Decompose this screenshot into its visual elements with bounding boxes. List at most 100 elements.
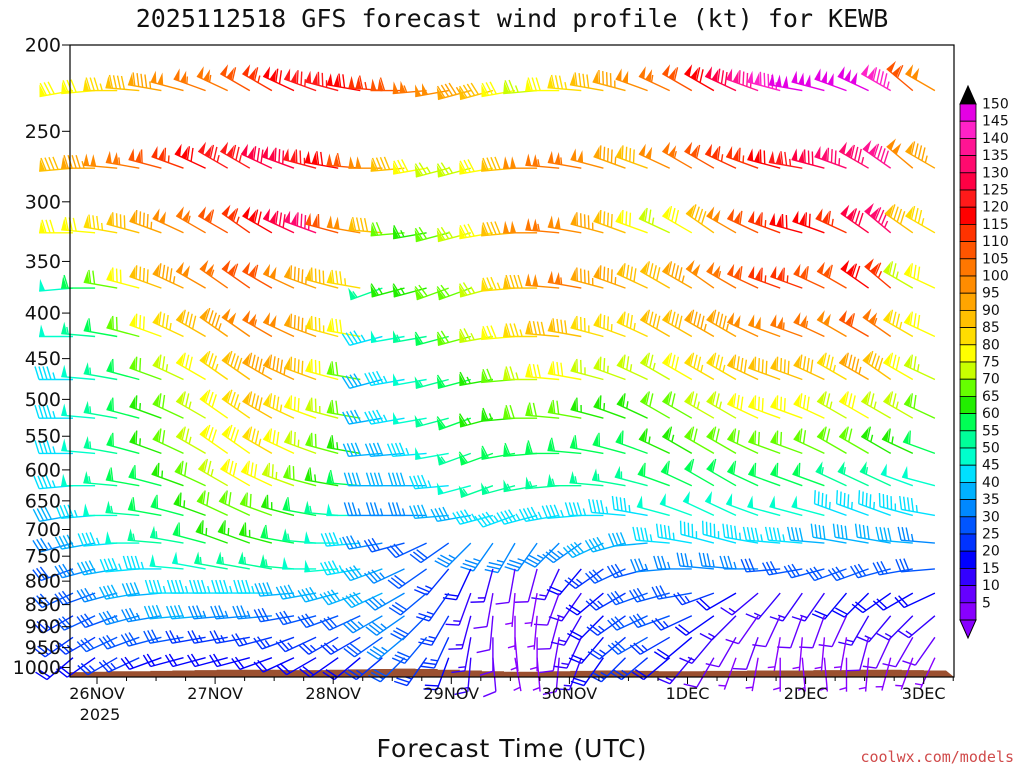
barb-pennant — [239, 523, 245, 536]
barb-pennant — [481, 159, 488, 172]
barb-full — [318, 360, 321, 375]
barb-full — [310, 432, 313, 447]
barb-full — [481, 445, 490, 459]
wind-barb — [769, 495, 803, 517]
barb-full — [632, 149, 635, 164]
barb-staff — [593, 367, 626, 381]
barb-pennant — [817, 353, 825, 366]
barb-full — [556, 688, 570, 691]
wind-barb — [152, 393, 184, 419]
barb-full — [364, 443, 372, 457]
barb-full — [335, 318, 339, 333]
barb-full — [888, 391, 894, 405]
barb-full — [805, 569, 816, 581]
barb-full — [776, 356, 779, 371]
barb-staff — [175, 215, 206, 234]
barb-full — [902, 660, 916, 666]
wind-barb — [748, 265, 781, 289]
barb-pennant — [640, 310, 648, 323]
barb-pennant — [196, 491, 204, 504]
barb-full — [895, 558, 902, 573]
wind-barb — [899, 495, 936, 517]
barb-full — [322, 270, 325, 285]
barb-half — [471, 513, 477, 521]
barb-full — [102, 636, 112, 648]
barb-full — [779, 396, 783, 411]
barb-full — [811, 613, 825, 620]
barb-full — [225, 458, 231, 473]
wind-barb — [706, 426, 737, 455]
y-tick-label-700: 700 — [25, 519, 61, 541]
wind-barb — [188, 605, 228, 620]
barb-staff — [525, 375, 560, 381]
wind-barb — [793, 312, 825, 338]
barb-staff — [724, 536, 759, 544]
barb-full — [700, 315, 705, 330]
wind-barb — [305, 432, 339, 455]
barb-pennant — [754, 150, 760, 163]
barb-full — [436, 85, 446, 98]
colorbar-swatch — [959, 172, 977, 191]
barb-staff — [221, 398, 251, 419]
barb-half — [745, 686, 753, 689]
barb-half — [236, 402, 241, 410]
wind-barb — [725, 493, 759, 517]
wind-barb — [152, 208, 184, 234]
barb-half — [891, 436, 894, 444]
wind-barb — [591, 468, 626, 487]
barb-half — [110, 662, 117, 670]
wind-barb — [564, 502, 604, 517]
barb-full — [644, 428, 648, 443]
barb-full — [888, 261, 894, 275]
barb-staff — [151, 155, 184, 169]
barb-full — [484, 568, 499, 574]
barb-staff — [149, 565, 184, 570]
barb-full — [857, 563, 867, 577]
barb-half — [648, 436, 651, 444]
barb-full — [606, 212, 610, 227]
wind-barb — [706, 261, 737, 289]
barb-full — [674, 626, 687, 636]
barb-pennant — [263, 208, 271, 221]
barb-full — [208, 391, 214, 406]
barb-full — [102, 585, 111, 599]
barb-full — [417, 504, 424, 518]
barb-full — [718, 313, 724, 328]
wind-barb — [629, 636, 671, 655]
wind-barb — [875, 657, 892, 691]
barb-full — [319, 619, 331, 631]
barb-pennant — [805, 74, 811, 87]
barb-pennant — [152, 355, 160, 368]
barb-full — [89, 532, 96, 546]
barb-full — [327, 616, 338, 628]
barb-staff — [840, 212, 870, 234]
barb-full — [777, 646, 791, 649]
barb-pennant — [129, 314, 136, 327]
colorbar-swatch — [959, 481, 977, 500]
barb-full — [397, 159, 405, 173]
barb-full — [392, 283, 402, 296]
barb-full — [757, 358, 760, 372]
credit-text[interactable]: coolwx.com/models — [860, 748, 1014, 766]
barb-full — [779, 431, 783, 446]
barb-pennant — [892, 65, 902, 78]
wind-barb — [34, 366, 73, 381]
barb-full — [253, 209, 259, 223]
wind-barb — [61, 274, 96, 289]
barb-staff — [637, 473, 670, 487]
wind-barb — [242, 426, 273, 455]
barb-pennant — [821, 148, 828, 162]
barb-full — [636, 587, 646, 601]
barb-full — [232, 462, 238, 477]
barb-full — [68, 217, 73, 231]
barb-full — [667, 352, 673, 367]
barb-pennant — [127, 498, 134, 511]
wind-barb — [120, 656, 162, 670]
barb-full — [83, 637, 95, 649]
barb-full — [210, 605, 217, 620]
barb-half — [519, 329, 523, 337]
barb-full — [908, 430, 911, 445]
barb-full — [913, 356, 917, 370]
barb-staff — [685, 212, 715, 234]
barb-staff — [308, 636, 339, 655]
